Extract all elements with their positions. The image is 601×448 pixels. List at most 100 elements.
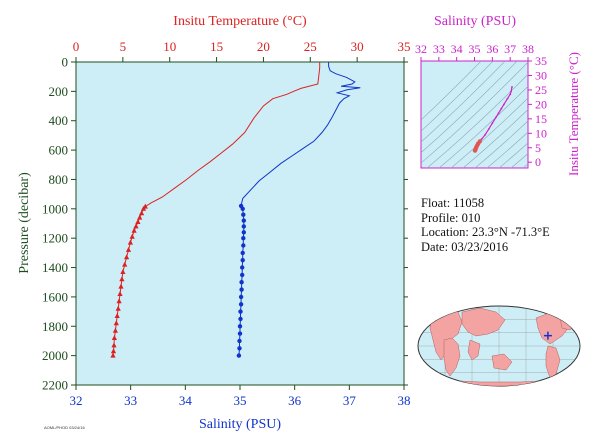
temperature-point xyxy=(140,205,147,211)
pressure-axis-title: Pressure (decibar) xyxy=(17,172,32,274)
temperature-point xyxy=(139,210,145,216)
map-landmass xyxy=(443,337,461,377)
salinity-tick-label: 38 xyxy=(398,393,411,408)
temperature-point xyxy=(137,214,143,220)
map-landmass xyxy=(559,313,577,331)
temperature-point xyxy=(120,269,126,274)
ts-point xyxy=(480,138,483,141)
salinity-tick-label: 34 xyxy=(179,393,193,408)
profile-number: Profile: 010 xyxy=(421,210,481,225)
salinity-point xyxy=(239,287,244,292)
profile-series xyxy=(110,62,361,358)
float-location-marker xyxy=(543,331,552,340)
temperature-point xyxy=(119,276,125,282)
salinity-tick-label: 37 xyxy=(343,393,357,408)
pressure-tick-label: 2000 xyxy=(42,348,68,363)
salinity-point xyxy=(239,280,244,285)
density-contour xyxy=(421,61,518,154)
ts-salinity-tick-label: 33 xyxy=(433,42,445,56)
ts-temperature-tick-label: 10 xyxy=(535,126,547,140)
ts-salinity-tick-label: 38 xyxy=(522,42,534,56)
salinity-axis-title: Salinity (PSU) xyxy=(199,417,281,432)
map-land xyxy=(429,307,577,386)
ts-point xyxy=(510,90,512,93)
pressure-tick-label: 0 xyxy=(62,55,69,70)
temperature-point xyxy=(114,313,120,318)
temperature-point xyxy=(111,335,117,340)
ts-point xyxy=(511,86,513,88)
salinity-tick-label: 32 xyxy=(70,393,83,408)
profile-date: Date: 03/23/2016 xyxy=(421,239,509,254)
temperature-tick-label: 5 xyxy=(120,39,127,54)
world-map xyxy=(417,305,581,387)
ts-point xyxy=(506,97,509,100)
temperature-point xyxy=(113,320,119,326)
salinity-point xyxy=(240,206,245,211)
salinity-point xyxy=(238,309,243,314)
ts-salinity-tick-label: 32 xyxy=(415,42,427,56)
salinity-point xyxy=(241,243,246,248)
density-contour xyxy=(421,61,528,164)
pressure-tick-label: 400 xyxy=(49,113,69,128)
temperature-point xyxy=(125,246,132,252)
density-contour xyxy=(522,163,528,168)
temperature-tick-label: 10 xyxy=(163,39,176,54)
temperature-tick-label: 0 xyxy=(73,39,80,54)
density-contour xyxy=(421,61,482,121)
pressure-tick-label: 1600 xyxy=(42,289,68,304)
ts-temperature-tick-label: 35 xyxy=(535,54,547,68)
temperature-point xyxy=(118,283,124,289)
temperature-tick-label: 35 xyxy=(398,39,411,54)
ts-point xyxy=(495,116,497,119)
ts-temperature-tick-label: 15 xyxy=(535,112,547,126)
temperature-point xyxy=(124,254,130,260)
profile-axes-ticks: 0 5 10 15 20 25 30 35 32 33 34 35 36 37 38 0 200 400 600 80… xyxy=(42,39,411,408)
profile-chart: Insitu Temperature (°C) Salinity (PSU) P… xyxy=(17,14,411,432)
salinity-point xyxy=(240,250,245,256)
salinity-tick-label: 33 xyxy=(124,393,137,408)
ts-point xyxy=(484,133,487,136)
density-contour xyxy=(498,142,528,168)
footnote: AOML/PHOD 03/24/16 xyxy=(44,425,85,430)
temperature-point xyxy=(110,352,116,358)
salinity-point xyxy=(241,218,246,223)
ts-point xyxy=(472,148,478,153)
ts-point xyxy=(509,93,512,96)
salinity-point xyxy=(241,224,246,229)
pressure-tick-label: 800 xyxy=(49,172,69,187)
pressure-tick-label: 2200 xyxy=(42,378,68,393)
pressure-tick-label: 1200 xyxy=(42,231,68,246)
ts-temperature-tick-label: 20 xyxy=(535,97,547,111)
temperature-point xyxy=(117,291,123,296)
ts-point xyxy=(491,122,494,125)
temperature-point xyxy=(122,261,128,267)
pressure-tick-label: 1800 xyxy=(42,319,68,334)
density-contours xyxy=(421,61,528,168)
float-location: Location: 23.3°N -71.3°E xyxy=(421,225,550,239)
salinity-point xyxy=(240,265,245,270)
temperature-point xyxy=(111,342,117,348)
temperature-point xyxy=(110,348,117,354)
salinity-point xyxy=(237,324,243,329)
salinity-point xyxy=(241,212,246,217)
pressure-tick-label: 600 xyxy=(49,143,69,158)
ts-temperature-tick-label: 30 xyxy=(535,68,547,82)
temperature-point xyxy=(127,239,133,245)
density-contour xyxy=(426,73,528,168)
ts-point xyxy=(487,128,490,130)
density-contour xyxy=(421,61,494,132)
salinity-point xyxy=(241,236,246,241)
salinity-point xyxy=(237,346,242,351)
salinity-point xyxy=(240,272,245,278)
salinity-point xyxy=(238,294,244,300)
ts-temperature-tick-label: 5 xyxy=(535,141,541,155)
salinity-point xyxy=(236,353,242,358)
temperature-point xyxy=(115,305,121,311)
ts-temperature-axis-title: Insitu Temperature (°C) xyxy=(566,52,581,176)
temperature-point xyxy=(116,298,122,304)
temperature-tick-label: 15 xyxy=(210,39,223,54)
density-contour xyxy=(450,97,528,168)
salinity-tick-label: 35 xyxy=(234,393,247,408)
